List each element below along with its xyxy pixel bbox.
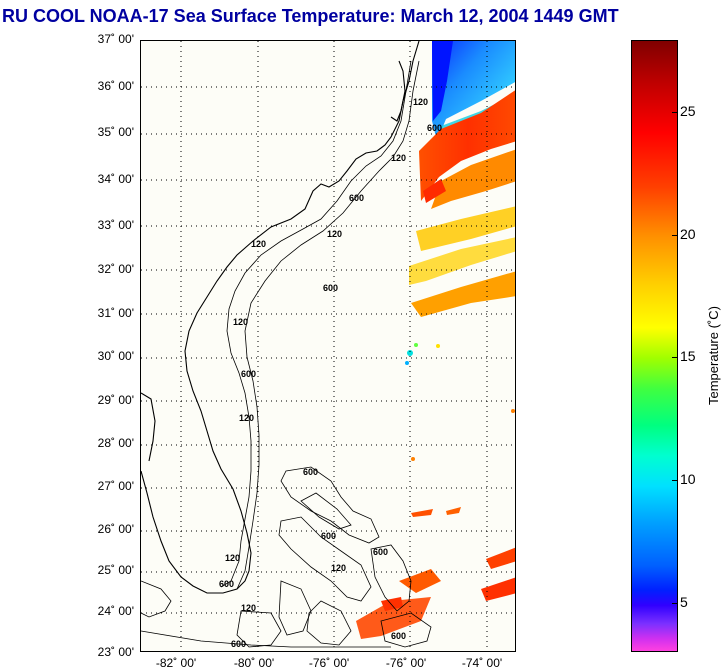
map-gridlines bbox=[141, 41, 515, 651]
coastline bbox=[141, 41, 420, 594]
lat-label-28: 28˚ 00' bbox=[97, 436, 134, 450]
contour-label: 120 bbox=[241, 603, 256, 613]
sst-map[interactable]: 600 120 120 600 120 120 600 120 600 120 … bbox=[140, 40, 516, 652]
lat-label-29: 29˚ 00' bbox=[97, 393, 134, 407]
contour-label: 600 bbox=[391, 631, 406, 641]
temperature-colorbar bbox=[631, 40, 678, 652]
colorbar-tick bbox=[672, 480, 678, 481]
lon-label-1: -82˚ 00' bbox=[155, 656, 197, 670]
lat-label-36: 36˚ 00' bbox=[97, 79, 134, 93]
contour-label: 600 bbox=[321, 531, 336, 541]
lat-label-34: 34˚ 00' bbox=[97, 172, 134, 186]
colorbar-tick-label-10: 10 bbox=[680, 471, 696, 487]
lat-label-35: 35˚ 00' bbox=[97, 125, 134, 139]
contour-label: 600 bbox=[373, 547, 388, 557]
lat-label-37: 37˚ 00' bbox=[97, 32, 134, 46]
colorbar-tick bbox=[672, 357, 678, 358]
contour-label: 600 bbox=[323, 283, 338, 293]
contour-label: 600 bbox=[231, 639, 246, 649]
colorbar-tick-label-5: 5 bbox=[680, 594, 688, 610]
lat-label-24: 24˚ 00' bbox=[97, 604, 134, 618]
lat-label-26: 26˚ 00' bbox=[97, 522, 134, 536]
contour-label: 600 bbox=[427, 123, 442, 133]
colorbar-tick-label-25: 25 bbox=[680, 103, 696, 119]
lat-label-32: 32˚ 00' bbox=[97, 262, 134, 276]
contour-label: 120 bbox=[391, 153, 406, 163]
contour-label: 120 bbox=[413, 97, 428, 107]
lat-label-23: 23˚ 00' bbox=[97, 645, 134, 659]
sst-map-canvas: 600 120 120 600 120 120 600 120 600 120 … bbox=[141, 41, 515, 651]
contour-label: 120 bbox=[251, 239, 266, 249]
contour-label: 120 bbox=[233, 317, 248, 327]
lat-label-25: 25˚ 00' bbox=[97, 563, 134, 577]
colorbar-tick bbox=[672, 112, 678, 113]
contour-label: 120 bbox=[239, 413, 254, 423]
bathymetry-contours bbox=[141, 60, 432, 648]
colorbar-tick-label-15: 15 bbox=[680, 348, 696, 364]
contour-label: 600 bbox=[219, 579, 234, 589]
contour-label: 600 bbox=[349, 193, 364, 203]
contour-label: 600 bbox=[241, 369, 256, 379]
lon-label-4: -76˚ 00' bbox=[385, 656, 427, 670]
colorbar-tick bbox=[672, 603, 678, 604]
colorbar-tick-label-20: 20 bbox=[680, 226, 696, 242]
contour-label: 120 bbox=[327, 229, 342, 239]
lat-label-33: 33˚ 00' bbox=[97, 218, 134, 232]
contour-label: 120 bbox=[331, 563, 346, 573]
contour-labels: 600 120 120 600 120 120 600 120 600 120 … bbox=[219, 97, 442, 649]
lon-label-3: -76˚ 00' bbox=[308, 656, 350, 670]
lon-label-2: -80˚ 00' bbox=[233, 656, 275, 670]
map-title: RU COOL NOAA-17 Sea Surface Temperature:… bbox=[2, 6, 619, 26]
lon-label-5: -74˚ 00' bbox=[461, 656, 503, 670]
colorbar-label: Temperature (˚C) bbox=[706, 306, 721, 405]
lat-label-30: 30˚ 00' bbox=[97, 349, 134, 363]
colorbar-tick bbox=[672, 235, 678, 236]
lat-label-27: 27˚ 00' bbox=[97, 479, 134, 493]
contour-label: 120 bbox=[225, 553, 240, 563]
lat-label-31: 31˚ 00' bbox=[97, 306, 134, 320]
contour-label: 600 bbox=[303, 467, 318, 477]
